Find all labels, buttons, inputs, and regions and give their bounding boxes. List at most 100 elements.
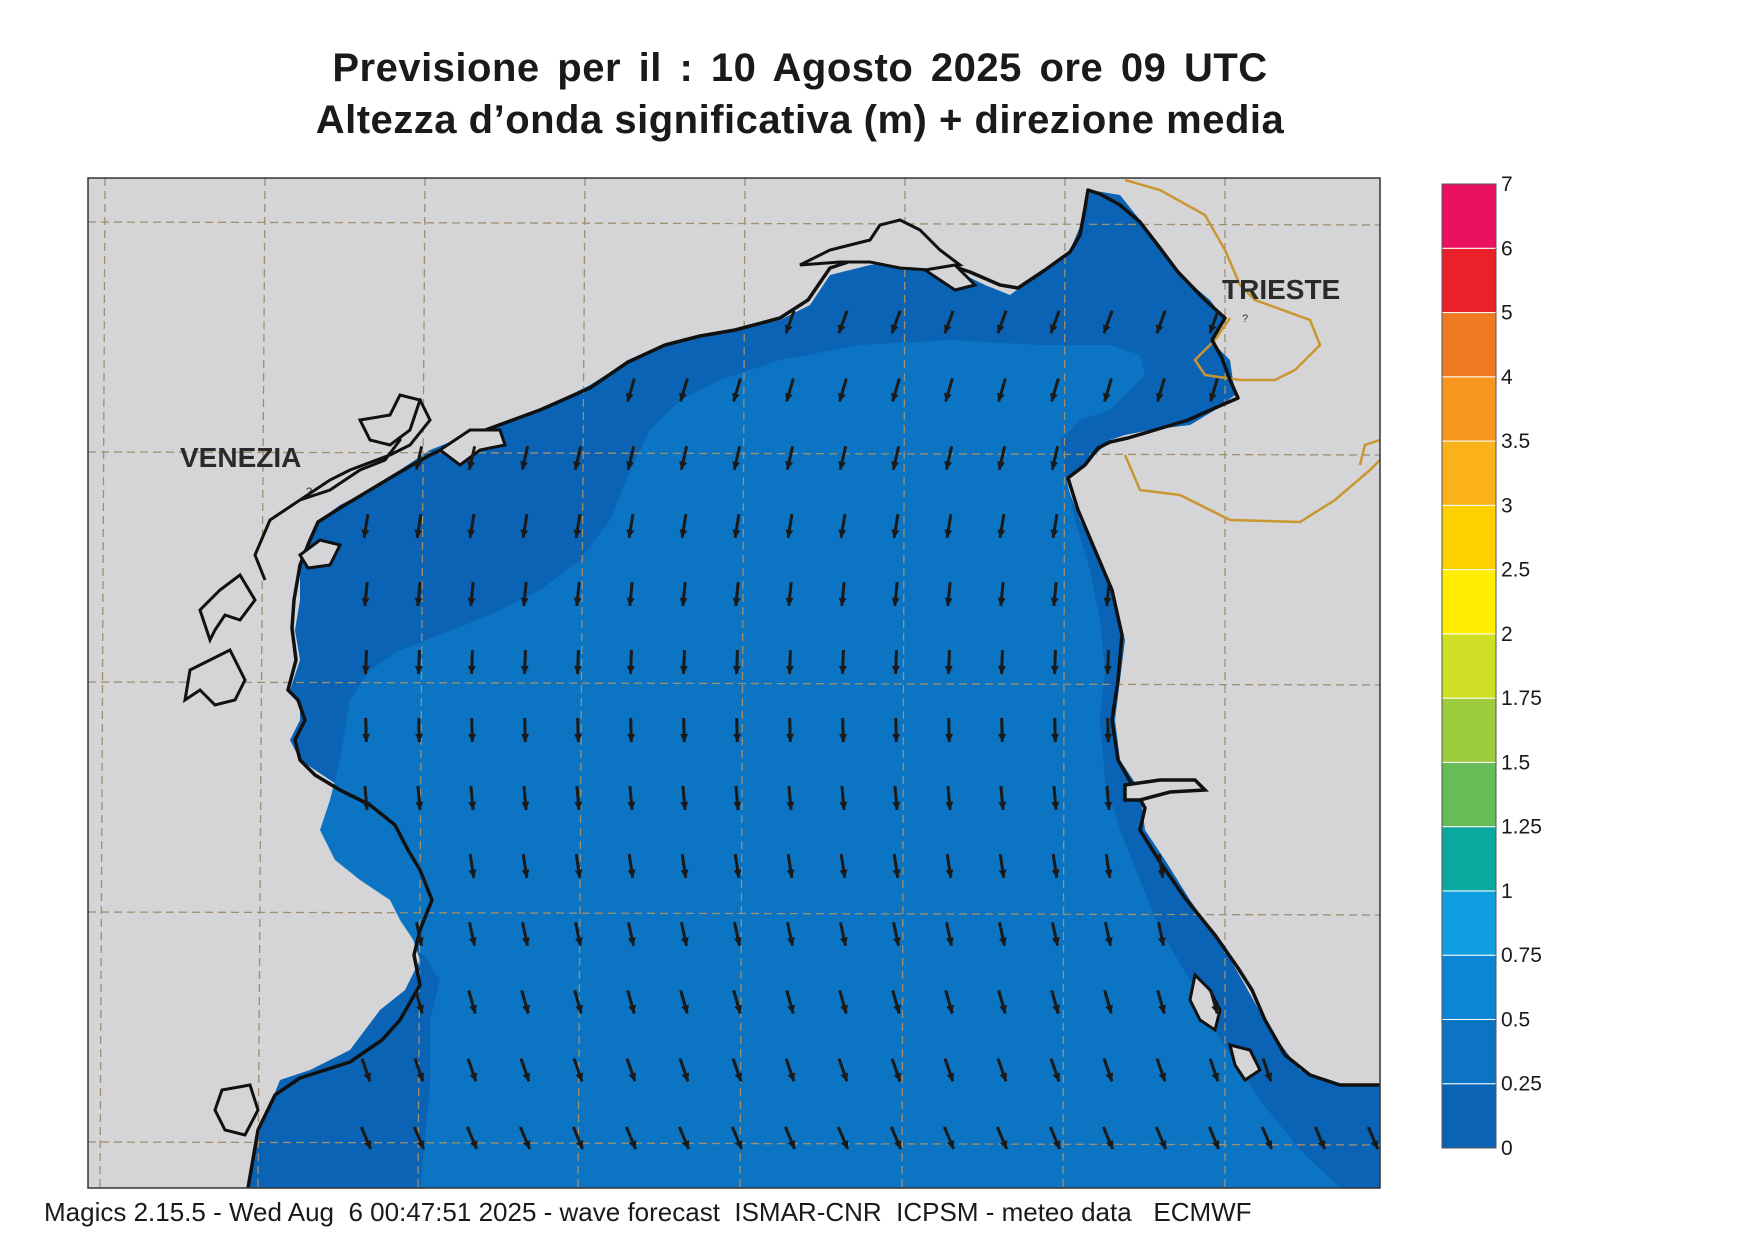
wave-arrow-head bbox=[467, 597, 476, 606]
forecast-title: Previsione per il : 10 Agosto 2025 ore 0… bbox=[332, 46, 1268, 90]
wave-arrow-head bbox=[891, 665, 900, 674]
wave-arrow-head bbox=[998, 733, 1007, 742]
wave-arrow-head bbox=[680, 801, 689, 810]
wave-arrow-head bbox=[626, 461, 635, 470]
wave-arrow-head bbox=[1103, 597, 1112, 606]
wave-arrow-head bbox=[680, 733, 689, 742]
colorbar-swatch bbox=[1441, 633, 1497, 699]
wave-arrow-head bbox=[1155, 324, 1164, 334]
wave-arrow-head bbox=[839, 937, 848, 946]
wave-arrow-head bbox=[785, 461, 794, 470]
wave-arrow-head bbox=[999, 1004, 1007, 1014]
wave-arrow-head bbox=[1102, 324, 1111, 334]
wave-arrow-head bbox=[1051, 937, 1060, 946]
colorbar-swatch bbox=[1441, 761, 1497, 828]
wave-arrow-head bbox=[998, 801, 1007, 810]
wave-arrow-head bbox=[1264, 1072, 1273, 1082]
wave-arrow-head bbox=[415, 801, 424, 810]
colorbar-swatch bbox=[1441, 1083, 1497, 1149]
wave-arrow-head bbox=[944, 665, 953, 674]
wave-arrow-head bbox=[520, 529, 529, 538]
colorbar-tick-label: 1.25 bbox=[1501, 816, 1542, 839]
wave-arrow-head bbox=[997, 461, 1006, 470]
wave-arrow-head bbox=[521, 937, 530, 946]
wave-arrow-head bbox=[1103, 665, 1112, 674]
wave-arrow-head bbox=[522, 1004, 530, 1014]
wave-arrow-head bbox=[840, 1072, 849, 1082]
wave-arrow-head bbox=[891, 461, 900, 470]
wave-arrow-head bbox=[787, 1140, 796, 1150]
wave-arrow-head bbox=[945, 937, 954, 946]
wave-arrow-head bbox=[626, 597, 635, 606]
national-border bbox=[1124, 178, 1322, 382]
colorbar-legend: 0 0.25 0.5 0.75 1 1.25 1.5 1.75 2 2.5 3 3.5 4 5 6 7 bbox=[1441, 173, 1542, 1160]
wave-arrow-head bbox=[839, 733, 848, 742]
wave-arrow-head bbox=[734, 1140, 743, 1150]
wave-direction-arrows bbox=[359, 310, 1380, 1150]
colorbar-swatch bbox=[1441, 569, 1497, 635]
wave-arrow-head bbox=[998, 937, 1007, 946]
wave-arrow-head bbox=[1156, 392, 1164, 402]
wave-arrow-head bbox=[838, 665, 847, 674]
wave-arrow-head bbox=[1104, 937, 1113, 946]
wave-arrow-head bbox=[1211, 1140, 1220, 1150]
wave-arrow-head bbox=[468, 733, 477, 742]
colorbar-swatch bbox=[1441, 504, 1497, 571]
wave-arrow-head bbox=[627, 733, 636, 742]
wave-arrow-head bbox=[469, 1140, 478, 1150]
wave-arrow-head bbox=[785, 529, 794, 538]
wave-arrow-head bbox=[361, 529, 370, 538]
wave-arrow-head bbox=[839, 869, 848, 878]
wave-arrow-head bbox=[627, 937, 636, 946]
wave-arrow-head bbox=[732, 392, 740, 402]
wave-arrow-head bbox=[732, 665, 741, 674]
wave-arrow-head bbox=[838, 392, 846, 402]
forecast-subtitle: Altezza d’onda significativa (m) + direz… bbox=[315, 98, 1285, 142]
wave-arrow-head bbox=[892, 869, 901, 878]
map-frame bbox=[87, 177, 1381, 1189]
colorbar-tick-label: 2.5 bbox=[1501, 559, 1530, 582]
wave-arrow-head bbox=[999, 1072, 1008, 1082]
wave-arrow-head bbox=[627, 869, 636, 878]
wave-arrow-head bbox=[679, 461, 688, 470]
colorbar-swatch bbox=[1441, 826, 1497, 892]
wave-arrow-head bbox=[1370, 1140, 1379, 1150]
wave-arrow-head bbox=[574, 869, 583, 878]
wave-arrow-head bbox=[838, 529, 847, 538]
colorbar-tick-label: 1.5 bbox=[1501, 751, 1530, 774]
colorbar-tick-label: 4 bbox=[1501, 366, 1513, 389]
wave-arrow-head bbox=[785, 392, 793, 402]
wave-arrow-head bbox=[416, 1072, 425, 1082]
colorbar-tick-label: 7 bbox=[1501, 173, 1513, 196]
wave-arrow-head bbox=[627, 801, 636, 810]
wave-arrow-head bbox=[1050, 392, 1058, 402]
colorbar-swatch bbox=[1441, 1018, 1497, 1085]
city-marker-trieste: ? bbox=[1242, 313, 1248, 325]
wave-arrow-head bbox=[573, 597, 582, 606]
wave-arrow-head bbox=[997, 392, 1005, 402]
wave-arrow-head bbox=[944, 597, 953, 606]
wave-arrow-head bbox=[893, 1004, 901, 1014]
wave-arrow-head bbox=[1211, 1072, 1220, 1082]
wave-arrow-head bbox=[837, 324, 846, 334]
coastline bbox=[246, 188, 1380, 1188]
wave-arrow-head bbox=[891, 392, 899, 402]
wave-arrow-head bbox=[468, 801, 477, 810]
wave-arrow-head bbox=[362, 733, 371, 742]
colorbar-tick-label: 6 bbox=[1501, 237, 1513, 260]
colorbar-tick-label: 2 bbox=[1501, 623, 1513, 646]
wave-arrow-head bbox=[575, 1072, 584, 1082]
wave-arrow-head bbox=[521, 733, 530, 742]
wave-arrow-head bbox=[893, 1072, 902, 1082]
colorbar-tick-label: 3.5 bbox=[1501, 430, 1530, 453]
venice-lagoon-outline bbox=[182, 218, 1262, 1137]
wave-arrow-head bbox=[839, 801, 848, 810]
wave-arrow-head bbox=[467, 529, 476, 538]
wave-arrow-head bbox=[574, 937, 583, 946]
city-label-trieste: TRIESTE bbox=[1222, 274, 1340, 305]
wave-arrow-head bbox=[575, 1140, 584, 1150]
wave-arrow-head bbox=[786, 733, 795, 742]
wave-arrow-head bbox=[838, 461, 847, 470]
wave-arrow-head bbox=[520, 461, 529, 470]
wave-arrow-head bbox=[468, 869, 477, 878]
